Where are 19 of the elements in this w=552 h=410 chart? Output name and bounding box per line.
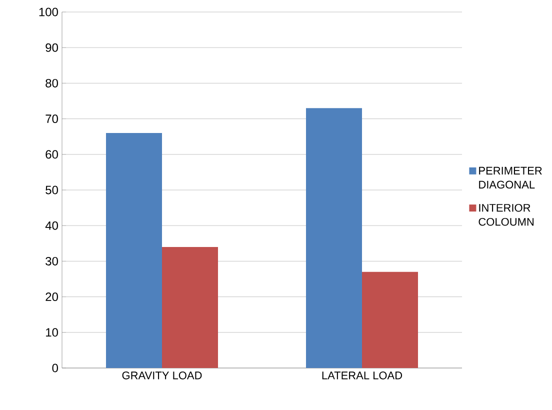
legend-label: INTERIOR COLOUMN — [478, 204, 534, 226]
bar — [106, 133, 162, 368]
y-tick-label: 0 — [52, 364, 58, 372]
y-tick-label: 20 — [46, 292, 58, 302]
y-tick-label: 30 — [46, 256, 58, 266]
x-tick-label: LATERAL LOAD — [322, 372, 402, 380]
y-tick-label: 50 — [46, 186, 58, 194]
bar — [306, 108, 362, 368]
y-tick-label: 40 — [45, 221, 58, 230]
legend-label: PERIMETER DIAGONAL — [479, 166, 542, 189]
y-tick-label: 90 — [46, 43, 58, 52]
y-tick-label: 10 — [46, 328, 58, 337]
y-tick-label: 100 — [39, 8, 58, 16]
x-tick-label: GRAVITY LOAD — [122, 372, 202, 380]
bar — [162, 246, 218, 368]
bar — [362, 272, 418, 368]
y-tick-label: 70 — [46, 114, 58, 124]
y-tick-label: 80 — [46, 78, 58, 88]
y-tick-label: 60 — [46, 150, 58, 159]
